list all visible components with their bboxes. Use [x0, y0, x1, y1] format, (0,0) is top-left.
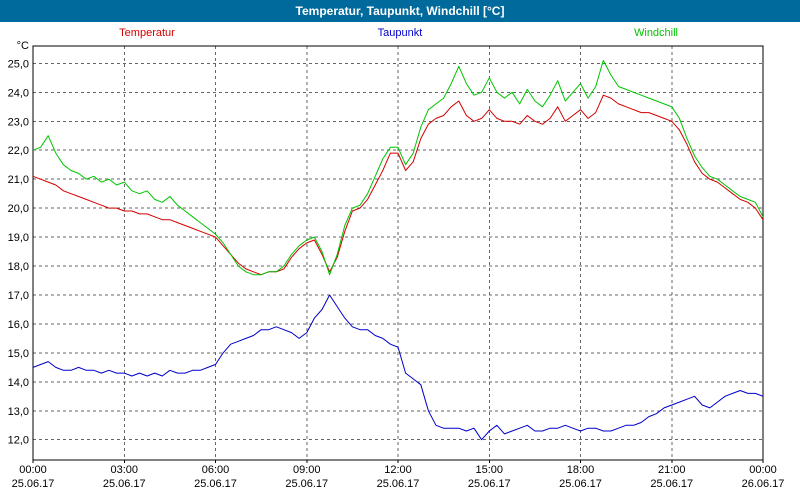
- x-tick-time: 03:00: [110, 464, 138, 476]
- x-tick-time: 06:00: [202, 464, 230, 476]
- series-line-taupunkt: [32, 294, 764, 441]
- x-tick-date: 25.06.17: [650, 478, 693, 490]
- y-tick-label: 24,0: [8, 87, 29, 99]
- x-tick-date: 25.06.17: [103, 478, 146, 490]
- y-tick-label: 22,0: [8, 145, 29, 157]
- x-tick-time: 00:00: [19, 464, 47, 476]
- x-tick-date: 25.06.17: [468, 478, 511, 490]
- series-line-temperatur: [32, 94, 764, 276]
- y-tick-label: 17,0: [8, 290, 29, 302]
- y-tick-label: 25,0: [8, 58, 29, 70]
- x-tick-time: 18:00: [567, 464, 595, 476]
- window-title: Temperatur, Taupunkt, Windchill [°C]: [295, 4, 505, 18]
- x-tick-date: 25.06.17: [285, 478, 328, 490]
- x-tick-date: 25.06.17: [559, 478, 602, 490]
- y-tick-label: 16,0: [8, 319, 29, 331]
- y-tick-label: 18,0: [8, 261, 29, 273]
- y-tick-label: 23,0: [8, 116, 29, 128]
- y-tick-label: 12,0: [8, 435, 29, 447]
- x-tick-date: 25.06.17: [12, 478, 55, 490]
- y-tick-label: 13,0: [8, 406, 29, 418]
- y-tick-label: 14,0: [8, 377, 29, 389]
- x-tick-time: 12:00: [384, 464, 412, 476]
- legend-taupunkt: Taupunkt: [377, 27, 423, 39]
- x-tick-date: 25.06.17: [194, 478, 237, 490]
- legend-temperatur: Temperatur: [119, 27, 175, 39]
- x-tick-time: 21:00: [658, 464, 686, 476]
- y-tick-label: 21,0: [8, 174, 29, 186]
- y-tick-label: 20,0: [8, 203, 29, 215]
- legend-windchill: Windchill: [633, 27, 679, 39]
- x-tick-date: 25.06.17: [377, 478, 420, 490]
- x-tick-date: 26.06.17: [742, 478, 785, 490]
- y-axis-unit-label: °C: [17, 40, 29, 52]
- x-tick-time: 00:00: [749, 464, 777, 476]
- title-bar: Temperatur, Taupunkt, Windchill [°C]: [0, 0, 800, 22]
- series-line-windchill: [32, 60, 764, 276]
- plot-border: [32, 45, 764, 461]
- x-tick-time: 15:00: [475, 464, 503, 476]
- y-tick-label: 19,0: [8, 232, 29, 244]
- x-tick-time: 09:00: [293, 464, 321, 476]
- y-tick-label: 15,0: [8, 348, 29, 360]
